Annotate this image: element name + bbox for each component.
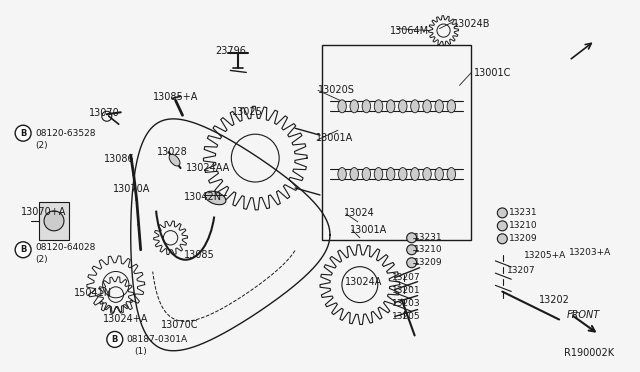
Ellipse shape — [338, 167, 346, 180]
Text: 13209: 13209 — [509, 234, 538, 243]
Ellipse shape — [362, 167, 371, 180]
Text: 13024B: 13024B — [452, 19, 490, 29]
Ellipse shape — [399, 167, 407, 180]
Bar — [322, 45, 472, 240]
Text: 13203+A: 13203+A — [569, 248, 611, 257]
Circle shape — [406, 233, 417, 243]
Text: 13085+A: 13085+A — [152, 92, 198, 102]
Text: 13205: 13205 — [392, 312, 420, 321]
Ellipse shape — [447, 167, 456, 180]
Circle shape — [44, 211, 64, 231]
Text: 13070A: 13070A — [113, 184, 150, 194]
Circle shape — [497, 221, 508, 231]
Text: 13028: 13028 — [157, 147, 188, 157]
Text: 13001C: 13001C — [474, 68, 512, 78]
Text: 15041N: 15041N — [74, 288, 112, 298]
Ellipse shape — [447, 100, 456, 113]
Circle shape — [15, 125, 31, 141]
Text: B: B — [20, 245, 26, 254]
Ellipse shape — [387, 167, 395, 180]
Text: 13210: 13210 — [509, 221, 538, 230]
Ellipse shape — [399, 100, 407, 113]
Text: 13024A: 13024A — [345, 277, 382, 287]
Ellipse shape — [350, 167, 358, 180]
Text: 13231: 13231 — [509, 208, 538, 217]
Text: B: B — [20, 129, 26, 138]
Text: 13201: 13201 — [392, 286, 420, 295]
Ellipse shape — [423, 167, 431, 180]
Ellipse shape — [169, 154, 180, 166]
Ellipse shape — [350, 100, 358, 113]
Circle shape — [15, 242, 31, 258]
Text: 13042N: 13042N — [184, 192, 221, 202]
Text: 13070C: 13070C — [161, 320, 198, 330]
Circle shape — [406, 245, 417, 255]
Text: B: B — [111, 335, 118, 344]
Text: 13210: 13210 — [413, 245, 442, 254]
Ellipse shape — [205, 191, 226, 205]
Ellipse shape — [435, 100, 444, 113]
Text: 23796: 23796 — [216, 45, 246, 55]
Text: 08120-64028: 08120-64028 — [35, 243, 95, 252]
Text: 13209: 13209 — [413, 258, 442, 267]
Ellipse shape — [374, 167, 383, 180]
Text: 13001A: 13001A — [350, 225, 387, 235]
Text: (2): (2) — [35, 255, 48, 264]
Ellipse shape — [411, 100, 419, 113]
Text: 13024AA: 13024AA — [186, 163, 230, 173]
Text: R190002K: R190002K — [564, 348, 614, 358]
Ellipse shape — [435, 167, 444, 180]
Circle shape — [406, 258, 417, 268]
Ellipse shape — [411, 167, 419, 180]
Ellipse shape — [374, 100, 383, 113]
Text: 13024: 13024 — [344, 208, 374, 218]
Ellipse shape — [338, 100, 346, 113]
Circle shape — [497, 208, 508, 218]
Text: 13025: 13025 — [232, 107, 263, 117]
Text: (1): (1) — [134, 347, 147, 356]
Text: 13001A: 13001A — [316, 133, 353, 143]
Text: FRONT: FRONT — [567, 310, 600, 320]
Text: (2): (2) — [35, 141, 48, 150]
Text: 13231: 13231 — [413, 233, 442, 242]
Text: 13085: 13085 — [184, 250, 214, 260]
Text: 13207: 13207 — [508, 266, 536, 275]
Text: 13070: 13070 — [89, 108, 120, 118]
Text: 13070+A: 13070+A — [21, 207, 67, 217]
Ellipse shape — [362, 100, 371, 113]
Text: 13203: 13203 — [392, 299, 420, 308]
Text: 13205+A: 13205+A — [524, 251, 566, 260]
Text: 08120-63528: 08120-63528 — [35, 129, 95, 138]
Ellipse shape — [423, 100, 431, 113]
Circle shape — [497, 234, 508, 244]
Circle shape — [107, 331, 123, 347]
Text: 13064M: 13064M — [390, 26, 429, 36]
Text: 13202: 13202 — [539, 295, 570, 305]
Text: 08187-0301A: 08187-0301A — [127, 335, 188, 344]
Bar — [39, 202, 69, 240]
Text: 13207: 13207 — [392, 273, 420, 282]
Ellipse shape — [387, 100, 395, 113]
Text: 13086: 13086 — [104, 154, 134, 164]
Text: 13020S: 13020S — [318, 85, 355, 95]
Text: 13024+A: 13024+A — [103, 314, 148, 324]
